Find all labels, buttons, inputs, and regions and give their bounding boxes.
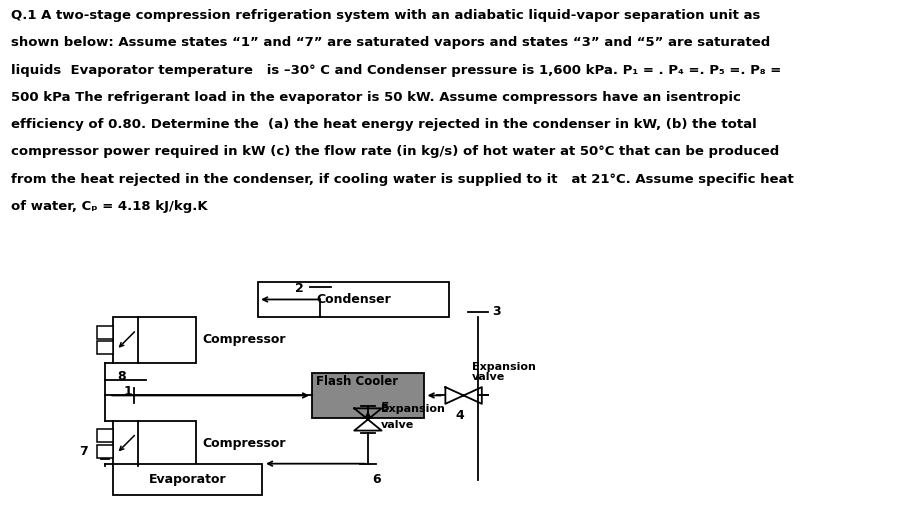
Text: 8: 8 <box>117 370 126 383</box>
Bar <box>97 326 113 338</box>
Text: 2: 2 <box>295 282 304 296</box>
Text: Compressor: Compressor <box>203 333 286 346</box>
Text: 7: 7 <box>80 444 89 458</box>
Text: compressor power required in kW (c) the flow rate (in kg/s) of hot water at 50°C: compressor power required in kW (c) the … <box>11 145 780 158</box>
Text: Compressor: Compressor <box>203 437 286 450</box>
Text: shown below: Assume states “1” and “7” are saturated vapors and states “3” and “: shown below: Assume states “1” and “7” a… <box>11 36 771 49</box>
Text: 6: 6 <box>372 473 381 486</box>
Text: Q.1 A two-stage compression refrigeration system with an adiabatic liquid-vapor : Q.1 A two-stage compression refrigeratio… <box>11 9 760 22</box>
Bar <box>97 429 113 442</box>
Text: Expansion: Expansion <box>472 362 536 372</box>
Text: Evaporator: Evaporator <box>149 473 227 486</box>
Text: 500 kPa The refrigerant load in the evaporator is 50 kW. Assume compressors have: 500 kPa The refrigerant load in the evap… <box>11 91 741 104</box>
Text: 4: 4 <box>455 409 463 422</box>
Text: 5: 5 <box>381 401 390 414</box>
Text: valve: valve <box>381 420 414 430</box>
Text: valve: valve <box>472 372 505 382</box>
Bar <box>97 445 113 458</box>
Text: 1: 1 <box>123 386 133 398</box>
Text: liquids  Evaporator temperature   is –30° C and Condenser pressure is 1,600 kPa.: liquids Evaporator temperature is –30° C… <box>11 64 781 77</box>
Text: from the heat rejected in the condenser, if cooling water is supplied to it   at: from the heat rejected in the condenser,… <box>11 173 794 185</box>
Bar <box>113 421 196 466</box>
Bar <box>312 373 424 418</box>
Bar <box>258 282 449 317</box>
Text: efficiency of 0.80. Determine the  (a) the heat energy rejected in the condenser: efficiency of 0.80. Determine the (a) th… <box>11 118 757 131</box>
Bar <box>113 464 262 495</box>
Text: Flash Cooler: Flash Cooler <box>316 375 399 388</box>
Text: Expansion: Expansion <box>381 404 445 415</box>
Text: of water, Cₚ = 4.18 kJ/kg.K: of water, Cₚ = 4.18 kJ/kg.K <box>11 200 208 213</box>
Bar <box>113 317 196 363</box>
Text: 3: 3 <box>493 305 501 318</box>
Text: Condenser: Condenser <box>316 293 391 306</box>
Bar <box>97 341 113 354</box>
